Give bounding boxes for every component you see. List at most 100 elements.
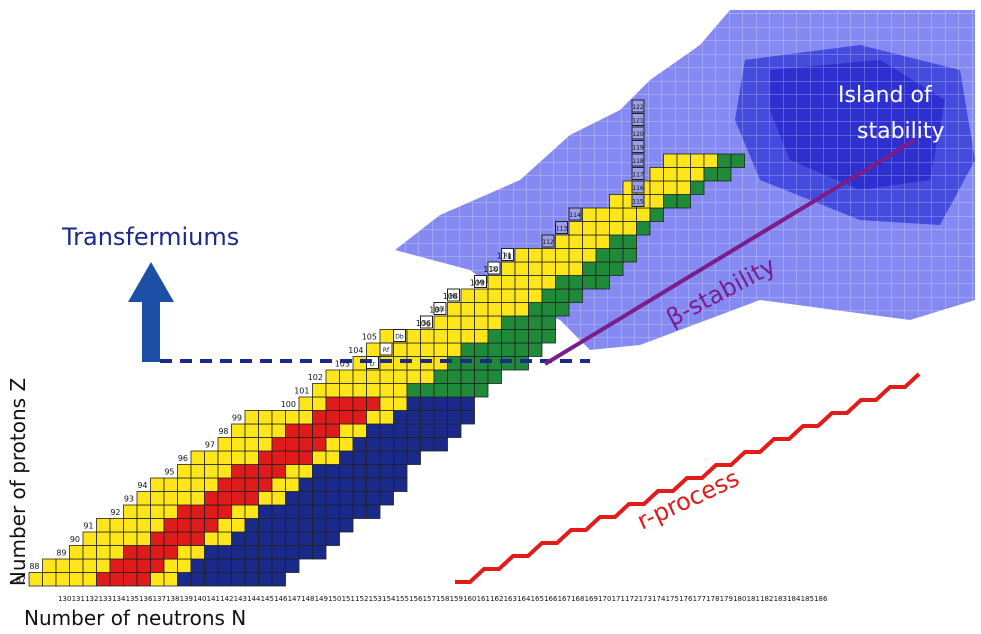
nuclide-cell [177,518,192,533]
nuclide-cell [379,410,394,425]
nuclide-cell [339,423,354,438]
nuclide-cell [487,329,502,344]
nuclide-cell [258,464,273,479]
element-symbol-text: 121 [632,118,644,125]
nuclide-cell [244,531,259,546]
nuclide-cell [649,194,664,209]
nuclide-cell [204,464,219,479]
x-tick-label: 180 [733,595,746,603]
nuclide-cells [28,153,745,587]
nuclide-cell [460,356,475,371]
nuclide-cell [55,572,70,587]
x-tick-label: 183 [774,595,787,603]
nuclide-cell [528,302,543,317]
nuclide-cell [514,315,529,330]
nuclide-cell [82,572,97,587]
nuclide-cell [379,423,394,438]
element-symbol-text: Hs [450,293,458,300]
x-tick-label: 135 [126,595,139,603]
nuclide-cell [474,315,489,330]
element-symbol-text: 114 [569,212,581,219]
nuclide-cell [190,531,205,546]
nuclide-cell [406,423,421,438]
nuclide-cell [541,288,556,303]
x-tick-label: 178 [706,595,719,603]
nuclide-cell [352,383,367,398]
nuclide-cell [325,477,340,492]
x-tick-label: 151 [342,595,355,603]
nuclide-cell [649,180,664,195]
z-tick-label: 98 [218,427,228,436]
nuclide-cell [514,275,529,290]
nuclide-cell [460,302,475,317]
nuclide-cell [244,464,259,479]
nuclide-cell [190,491,205,506]
nuclide-cell [541,329,556,344]
nuclide-cell [217,504,232,519]
nuclide-cell [460,329,475,344]
nuclide-cell [595,275,610,290]
nuclide-cell [339,518,354,533]
nuclide-cell [352,437,367,452]
nuclide-cell [190,518,205,533]
element-symbol-box: 121 [631,113,645,126]
nuclide-cell [312,437,327,452]
element-symbol-box: Rg [501,248,514,261]
nuclide-cell [312,504,327,519]
nuclide-cell [433,410,448,425]
nuclide-cell [339,437,354,452]
x-tick-label: 155 [396,595,409,603]
element-symbol-box: Db [393,329,406,342]
nuclide-cell [298,464,313,479]
nuclide-cell [433,342,448,357]
nuclide-cell [420,329,435,344]
z-tick-label: 95 [164,468,174,477]
nuclide-cell [717,167,732,182]
nuclide-cell [298,531,313,546]
nuclide-cell [231,477,246,492]
element-symbol-text: 112 [542,239,554,246]
nuclide-cell [285,477,300,492]
nuclide-cell [312,423,327,438]
nuclide-cell [298,437,313,452]
nuclide-cell [123,572,138,587]
nuclide-cell [231,504,246,519]
nuclide-cell [325,504,340,519]
nuclide-cell [663,153,678,168]
nuclide-cell [325,369,340,384]
nuclide-cell [271,504,286,519]
x-tick-label: 164 [517,595,531,603]
nuclide-cell [649,167,664,182]
nuclide-cell [582,275,597,290]
nuclide-cell [312,450,327,465]
nuclide-cell [109,531,124,546]
nuclide-cell [609,221,624,236]
nuclide-cell [622,234,637,249]
x-tick-label: 140 [193,595,206,603]
z-tick-label: 91 [83,522,93,531]
nuclide-cell [366,396,381,411]
nuclide-cell [609,207,624,222]
nuclide-cell [217,531,232,546]
nuclide-cell [514,261,529,276]
x-tick-label: 132 [85,595,98,603]
nuclide-cell [460,383,475,398]
nuclide-cell [271,450,286,465]
nuclide-cell [676,167,691,182]
x-tick-label: 172 [625,595,638,603]
nuclide-cell [501,275,516,290]
nuclide-cell [366,423,381,438]
nuclide-cell [339,464,354,479]
element-symbol-text: 116 [632,185,644,192]
nuclide-cell [501,261,516,276]
nuclide-cell [123,531,138,546]
nuclide-cell [231,464,246,479]
nuclide-cell [487,288,502,303]
x-tick-label: 137 [153,595,166,603]
nuclide-cell [433,423,448,438]
nuclide-cell [501,329,516,344]
element-symbol-text: Db [395,334,404,341]
nuclide-cell [244,437,259,452]
nuclide-cell [406,342,421,357]
nuclide-cell [420,396,435,411]
